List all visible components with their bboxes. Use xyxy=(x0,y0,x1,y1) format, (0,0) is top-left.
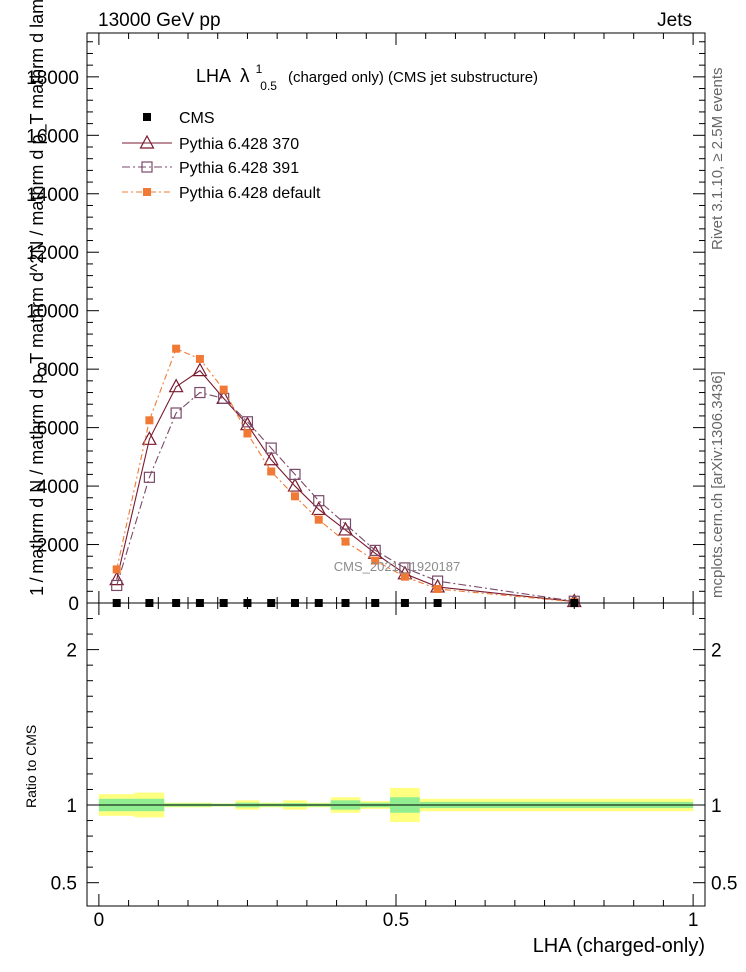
ratio-panel: 0.5 0.5 1 1 2 2 0 0.5 1 Ratio to CMS LHA (charge… xyxy=(23,602,737,957)
data-point xyxy=(111,579,123,592)
data-point xyxy=(265,442,277,454)
legend-item: Pythia 6.428 default xyxy=(122,185,321,202)
ratio-ytick-label-right: 0.5 xyxy=(711,874,737,895)
data-point xyxy=(289,468,301,480)
data-point xyxy=(400,572,409,581)
main-ytick-label: 16000 xyxy=(26,126,79,147)
data-point xyxy=(141,161,153,173)
data-point xyxy=(339,518,352,530)
legend-label: CMS xyxy=(179,110,215,127)
chart-title: LHA λ 1 0.5 (charged only) (CMS jet subs… xyxy=(196,57,538,94)
data-point xyxy=(267,467,276,476)
ratio-ytick-label: 1 xyxy=(66,796,77,817)
data-point xyxy=(290,492,299,501)
main-axes: 0 2000 4000 6000 8000 10000 12000 14000 16000 180… xyxy=(26,33,705,615)
ratio-ytick-label: 2 xyxy=(66,641,77,662)
data-point xyxy=(170,407,182,419)
data-point xyxy=(311,501,327,516)
main-ytick-label: 14000 xyxy=(26,185,79,206)
data-point xyxy=(141,431,157,445)
xtick-label: 1 xyxy=(688,910,699,931)
data-point xyxy=(241,416,254,428)
data-point xyxy=(192,362,208,377)
energy-label: 13000 GeV pp xyxy=(98,10,221,31)
data-point xyxy=(194,386,206,399)
ratio-ytick-label-right: 2 xyxy=(711,641,722,662)
main-ytick-label: 18000 xyxy=(26,68,79,89)
data-point xyxy=(313,495,325,507)
data-point xyxy=(172,344,181,353)
main-panel: 0 2000 4000 6000 8000 10000 12000 14000 16000 180… xyxy=(26,0,706,615)
x-axis-label: LHA (charged-only) xyxy=(533,935,705,957)
main-ytick-label: 12000 xyxy=(26,243,79,264)
legend: CMS Pythia 6.428 370 Pythia 6.428 391 Pythi… xyxy=(122,110,321,202)
data-point xyxy=(143,113,151,121)
main-ytick-label: 10000 xyxy=(26,302,79,323)
data-point xyxy=(287,477,303,492)
rivet-info: Rivet 3.1.10, ≥ 2.5M events xyxy=(709,68,726,251)
title-subscript: 0.5 xyxy=(260,79,277,93)
data-point xyxy=(168,378,184,393)
process-label: Jets xyxy=(657,10,692,31)
legend-item: Pythia 6.428 391 xyxy=(122,160,299,177)
data-point xyxy=(195,354,204,363)
ratio-ytick-label-right: 1 xyxy=(711,796,722,817)
data-point xyxy=(139,134,155,149)
title-superscript: 1 xyxy=(256,62,263,76)
data-point xyxy=(263,451,279,466)
title-rest: (charged only) (CMS jet substructure) xyxy=(288,69,538,86)
data-point xyxy=(433,584,442,593)
data-point xyxy=(371,556,380,565)
main-ytick-label: 8000 xyxy=(37,360,79,381)
data-point xyxy=(314,515,323,524)
mcplots-label: mcplots.cern.ch [arXiv:1306.3436] xyxy=(709,371,726,598)
main-ytick-label: 2000 xyxy=(37,536,79,557)
legend-label: Pythia 6.428 370 xyxy=(179,136,299,153)
ratio-plot-area xyxy=(98,787,694,823)
data-point xyxy=(369,544,381,556)
ratio-ytick-label: 0.5 xyxy=(51,874,77,895)
legend-label: Pythia 6.428 391 xyxy=(179,160,299,177)
legend-label: Pythia 6.428 default xyxy=(179,185,321,202)
data-point xyxy=(341,537,350,546)
ratio-axes: 0.5 0.5 1 1 2 2 0 0.5 1 xyxy=(51,603,737,931)
data-point xyxy=(219,385,228,394)
main-ytick-label: 0 xyxy=(68,594,79,615)
legend-item: CMS xyxy=(143,110,215,127)
main-ytick-label: 6000 xyxy=(37,419,79,440)
main-ylabel: 1 / mathrm d N / mathrm d p_T mathrm d^2… xyxy=(27,0,48,596)
ratio-frame xyxy=(86,602,706,907)
main-ytick-label: 4000 xyxy=(37,477,79,498)
title-lambda: λ xyxy=(240,66,250,87)
title-main: LHA xyxy=(196,66,231,86)
xtick-label: 0.5 xyxy=(383,910,409,931)
data-point xyxy=(112,565,121,574)
data-point xyxy=(143,471,155,483)
ratio-ylabel: Ratio to CMS xyxy=(23,725,39,808)
xtick-label: 0 xyxy=(94,910,105,931)
data-point xyxy=(243,429,252,438)
legend-item: Pythia 6.428 370 xyxy=(122,134,299,153)
data-point xyxy=(143,188,151,196)
data-point xyxy=(145,416,154,425)
analysis-label: CMS_2021_I1920187 xyxy=(334,559,461,574)
